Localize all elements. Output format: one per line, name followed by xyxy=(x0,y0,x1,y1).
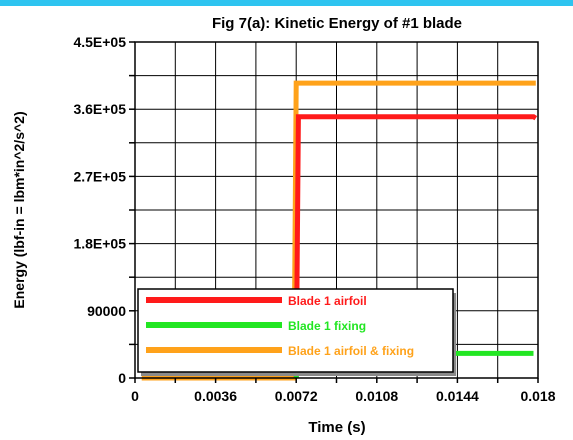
x-axis-ticks: 0 0.0036 0.0072 0.0108 0.0144 0.018 xyxy=(131,378,556,404)
legend: Blade 1 airfoil Blade 1 fixing Blade 1 air… xyxy=(137,288,456,376)
y-tick-label: 2.7E+05 xyxy=(73,168,126,184)
x-tick-label: 0.0036 xyxy=(194,388,237,404)
legend-label: Blade 1 airfoil xyxy=(288,294,367,308)
x-tick-label: 0.0144 xyxy=(436,388,479,404)
x-tick-label: 0.0108 xyxy=(355,388,398,404)
y-axis-ticks: 0 90000 1.8E+05 2.7E+05 3.6E+05 4.5E+05 xyxy=(73,34,135,386)
y-tick-label: 0 xyxy=(118,370,126,386)
x-tick-label: 0.0072 xyxy=(275,388,318,404)
legend-label: Blade 1 airfoil & fixing xyxy=(288,344,414,358)
y-tick-label: 1.8E+05 xyxy=(73,236,126,252)
series-line xyxy=(293,114,538,379)
x-tick-label: 0 xyxy=(131,388,139,404)
y-tick-label: 90000 xyxy=(87,303,126,319)
y-tick-label: 3.6E+05 xyxy=(73,101,126,117)
top-stripe xyxy=(0,0,573,6)
x-axis-label: Time (s) xyxy=(308,419,365,436)
x-tick-label: 0.018 xyxy=(520,388,555,404)
y-tick-label: 4.5E+05 xyxy=(73,34,126,50)
legend-label: Blade 1 fixing xyxy=(288,319,366,333)
y-axis-label: Energy (lbf-in = lbm*in^2/s^2) xyxy=(11,111,27,308)
chart-title: Fig 7(a): Kinetic Energy of #1 blade xyxy=(212,15,462,32)
